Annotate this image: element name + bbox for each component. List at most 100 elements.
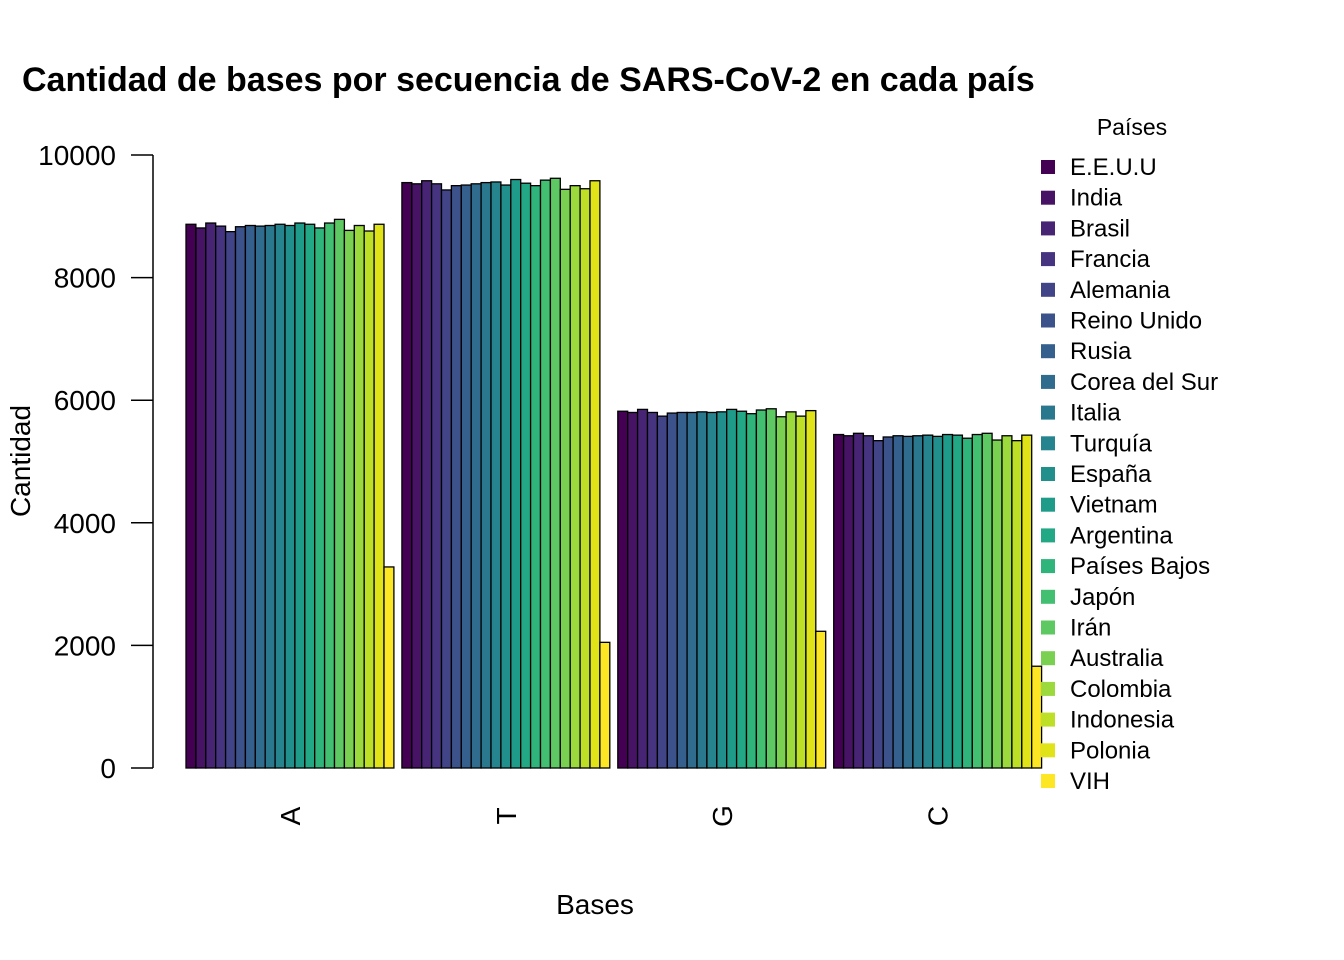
legend-label: E.E.U.U — [1070, 154, 1157, 181]
bar-A-5 — [234, 226, 247, 769]
bar-A-20 — [383, 566, 395, 769]
y-axis-label: Cantidad — [5, 405, 36, 517]
bar-A-6 — [244, 224, 256, 769]
bar-T-13 — [529, 184, 542, 769]
bar-T-17 — [569, 184, 581, 769]
y-tick-label: 10000 — [38, 140, 116, 171]
bar-G-2 — [636, 408, 649, 769]
bar-G-12 — [735, 410, 748, 769]
y-tick-label: 2000 — [54, 630, 116, 661]
legend-swatch — [1041, 467, 1055, 481]
x-tick-label: C — [923, 806, 954, 826]
legend-swatch — [1041, 651, 1055, 666]
bar-C-19 — [1021, 434, 1033, 769]
bar-G-16 — [775, 416, 787, 769]
bar-G-18 — [795, 415, 807, 769]
bar-C-0 — [833, 433, 845, 769]
bar-T-11 — [510, 178, 522, 769]
bar-C-1 — [842, 435, 855, 769]
bar-T-19 — [589, 180, 601, 769]
bar-T-16 — [559, 188, 571, 769]
legend-label: España — [1070, 461, 1152, 488]
legend-swatch — [1041, 589, 1055, 604]
bar-G-11 — [726, 408, 738, 769]
bars — [185, 177, 1043, 769]
legend-swatch — [1041, 743, 1055, 758]
legend: Países E.E.U.U India Brasil Francia Alemania… — [1041, 114, 1218, 795]
bar-G-8 — [696, 411, 708, 769]
legend-label: Italia — [1070, 400, 1121, 427]
bar-G-5 — [666, 412, 678, 769]
bar-T-15 — [549, 177, 561, 769]
legend-swatch — [1041, 436, 1055, 451]
legend-swatch — [1041, 313, 1055, 328]
bar-A-16 — [343, 229, 355, 769]
bar-C-14 — [971, 433, 983, 769]
bar-C-9 — [922, 434, 934, 769]
bar-T-10 — [500, 184, 512, 769]
bar-A-19 — [373, 223, 385, 769]
legend-swatch — [1041, 559, 1055, 574]
bar-T-5 — [450, 184, 462, 769]
bar-T-14 — [539, 179, 552, 769]
x-tick-label: G — [707, 805, 738, 827]
bar-A-8 — [264, 224, 276, 769]
bar-G-15 — [765, 408, 777, 769]
y-tick-label: 8000 — [54, 263, 116, 294]
legend-label: VIH — [1070, 768, 1110, 795]
legend-swatch — [1041, 405, 1055, 420]
bar-T-9 — [490, 181, 502, 769]
x-tick-label: T — [491, 807, 522, 824]
bar-G-4 — [656, 415, 668, 769]
bar-C-10 — [932, 435, 944, 769]
legend-swatch — [1041, 221, 1055, 236]
legend-label: India — [1070, 185, 1123, 212]
bar-C-15 — [981, 432, 993, 769]
legend-swatch — [1041, 374, 1055, 389]
legend-label: Irán — [1070, 615, 1111, 642]
legend-swatch — [1041, 497, 1055, 512]
bar-G-1 — [627, 411, 639, 769]
bar-C-4 — [872, 440, 884, 769]
bar-A-1 — [195, 227, 207, 769]
legend-label: Australia — [1070, 645, 1164, 672]
bar-C-17 — [1001, 435, 1013, 769]
bar-A-11 — [294, 222, 306, 769]
bar-A-0 — [185, 223, 197, 769]
bar-C-13 — [961, 437, 973, 769]
bar-C-20 — [1031, 665, 1043, 769]
bar-C-8 — [912, 435, 924, 769]
legend-label: Turquía — [1070, 430, 1152, 457]
legend-label: Alemania — [1070, 277, 1171, 304]
legend-label: Corea del Sur — [1070, 369, 1218, 396]
legend-swatch — [1041, 774, 1055, 788]
bar-G-0 — [617, 410, 629, 769]
bar-A-9 — [274, 223, 286, 769]
y-axis: 0 2000 4000 6000 8000 10000 — [38, 140, 154, 784]
bar-G-7 — [686, 411, 698, 769]
bar-A-15 — [333, 218, 346, 769]
legend-swatch — [1041, 252, 1055, 267]
legend-swatch — [1041, 681, 1055, 696]
legend-label: Reino Unido — [1070, 308, 1202, 335]
legend-label: Indonesia — [1070, 707, 1175, 734]
bar-C-5 — [882, 436, 894, 769]
legend-swatch — [1041, 190, 1055, 205]
bar-G-6 — [676, 411, 688, 769]
bar-T-12 — [520, 182, 532, 769]
legend-label: Colombia — [1070, 676, 1172, 703]
bar-T-8 — [480, 181, 492, 769]
bar-A-4 — [224, 230, 237, 769]
bar-G-17 — [785, 411, 797, 769]
bar-A-14 — [323, 222, 336, 769]
bar-T-2 — [421, 180, 433, 769]
bar-T-3 — [430, 183, 443, 769]
legend-label: Rusia — [1070, 338, 1132, 365]
bar-C-16 — [991, 439, 1003, 769]
legend-label: Argentina — [1070, 522, 1173, 549]
bar-G-10 — [716, 411, 728, 769]
bar-C-11 — [941, 433, 954, 769]
bar-T-4 — [440, 189, 453, 769]
